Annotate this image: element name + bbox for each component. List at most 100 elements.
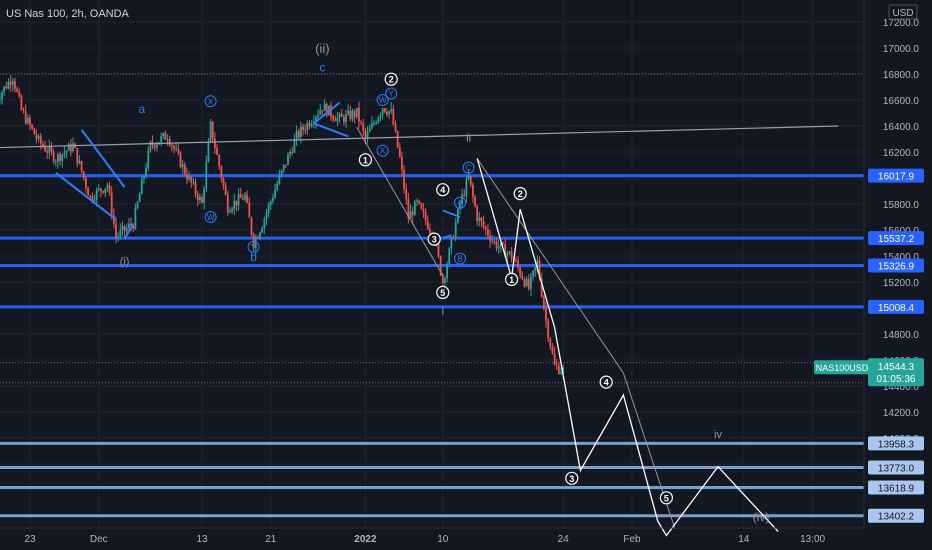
candle-body — [300, 126, 302, 138]
wave-label: a — [138, 102, 145, 116]
candle-body — [409, 211, 412, 219]
candle-body — [29, 117, 31, 125]
candle-body — [370, 123, 373, 129]
white-circle-label-ring — [358, 153, 372, 167]
white-circle-label: 3 — [569, 474, 574, 484]
candle-body — [368, 128, 371, 133]
candle-body — [173, 146, 175, 149]
blue-wave-line — [123, 223, 135, 240]
candle-body — [330, 105, 332, 117]
candle-body — [121, 225, 124, 230]
candle-body — [97, 188, 100, 190]
blue-circle-label: A — [457, 199, 463, 208]
candle-body — [52, 151, 55, 162]
candle-body — [132, 225, 135, 229]
candle-body — [104, 188, 107, 193]
time-tick-label: 2022 — [354, 534, 377, 545]
price-tick-label: 16400.0 — [883, 122, 920, 133]
candle-body — [381, 108, 384, 115]
candle-body — [134, 208, 137, 229]
candle-body — [530, 276, 532, 289]
candle-body — [259, 232, 261, 239]
time-tick-label: 23 — [24, 534, 36, 545]
level-badge — [868, 436, 924, 451]
price-axis-panel[interactable] — [864, 0, 932, 550]
candle-body — [287, 154, 289, 165]
blue-circle-label-ring — [462, 161, 475, 174]
candle-body — [0, 99, 1, 101]
candle-body — [224, 185, 227, 195]
currency-label: USD — [892, 8, 913, 19]
candle-body — [353, 111, 356, 117]
currency-box[interactable] — [888, 4, 918, 20]
candle-body — [325, 103, 328, 116]
candle-body — [340, 114, 343, 117]
time-axis: 23 Dec 13 21 2022 10 24 Feb 14 13:00 — [24, 534, 825, 545]
candle-body — [519, 267, 522, 276]
blue-circle-label: W — [379, 96, 387, 105]
candle-body — [364, 130, 367, 139]
candle-body — [194, 182, 197, 194]
price-tick-label: 15800.0 — [883, 200, 920, 211]
white-circle-label: 1 — [363, 155, 368, 165]
candle-body — [351, 111, 354, 120]
candle-body — [525, 279, 528, 286]
white-circle-label: 2 — [518, 189, 523, 199]
candle-body — [229, 211, 231, 213]
candle-body — [59, 154, 61, 162]
level-badge-label: 13773.0 — [878, 464, 915, 475]
candle-body — [196, 193, 199, 201]
price-tick-label: 16600.0 — [883, 96, 920, 107]
candle-body — [130, 223, 132, 226]
candle-body — [493, 240, 496, 242]
candle-body — [523, 279, 526, 286]
candle-body — [553, 353, 556, 365]
time-tick-label: 10 — [437, 534, 449, 545]
blue-wave-line — [55, 172, 117, 221]
blue-wave-line — [313, 122, 349, 138]
candle-body — [521, 275, 524, 280]
candle-body — [502, 242, 504, 244]
candle-body — [390, 109, 393, 112]
time-tick-label: 13 — [196, 534, 208, 545]
chart-title: US Nas 100, 2h, OANDA — [6, 8, 130, 20]
candle-body — [183, 164, 186, 175]
candle-body — [188, 176, 190, 180]
blue-circle-label-ring — [385, 87, 398, 100]
candle-body — [551, 346, 554, 354]
candle-body — [162, 133, 165, 137]
candle-body — [128, 223, 130, 228]
white-circle-label-ring — [436, 183, 450, 197]
white-circle-label: 5 — [440, 288, 445, 298]
candle-body — [547, 320, 550, 339]
wave-label: (i) — [120, 256, 130, 268]
candle-body — [26, 117, 29, 124]
candle-body — [87, 187, 89, 196]
candle-body — [534, 266, 537, 271]
candle-body — [31, 124, 34, 129]
candle-body — [119, 229, 122, 236]
candle-body — [478, 217, 481, 222]
candle-body — [373, 123, 375, 125]
candle-body — [115, 223, 117, 237]
trend-lines — [0, 101, 839, 530]
candle-body — [89, 195, 92, 197]
candle-body — [218, 154, 221, 167]
candle-body — [235, 200, 238, 206]
white-circle-label: 4 — [604, 378, 609, 388]
candle-body — [209, 121, 212, 142]
candle-body — [308, 122, 311, 127]
candle-body — [407, 199, 410, 219]
candle-body — [211, 121, 214, 140]
candle-body — [422, 208, 425, 213]
candle-body — [201, 197, 203, 203]
candle-body — [269, 201, 272, 205]
candle-body — [426, 220, 429, 230]
price-tick-label: 14400.0 — [883, 382, 920, 393]
candle-body — [239, 194, 242, 198]
candle-body — [499, 242, 502, 247]
candle-body — [465, 179, 468, 196]
candle-body — [489, 235, 491, 242]
candle-body — [317, 114, 319, 117]
